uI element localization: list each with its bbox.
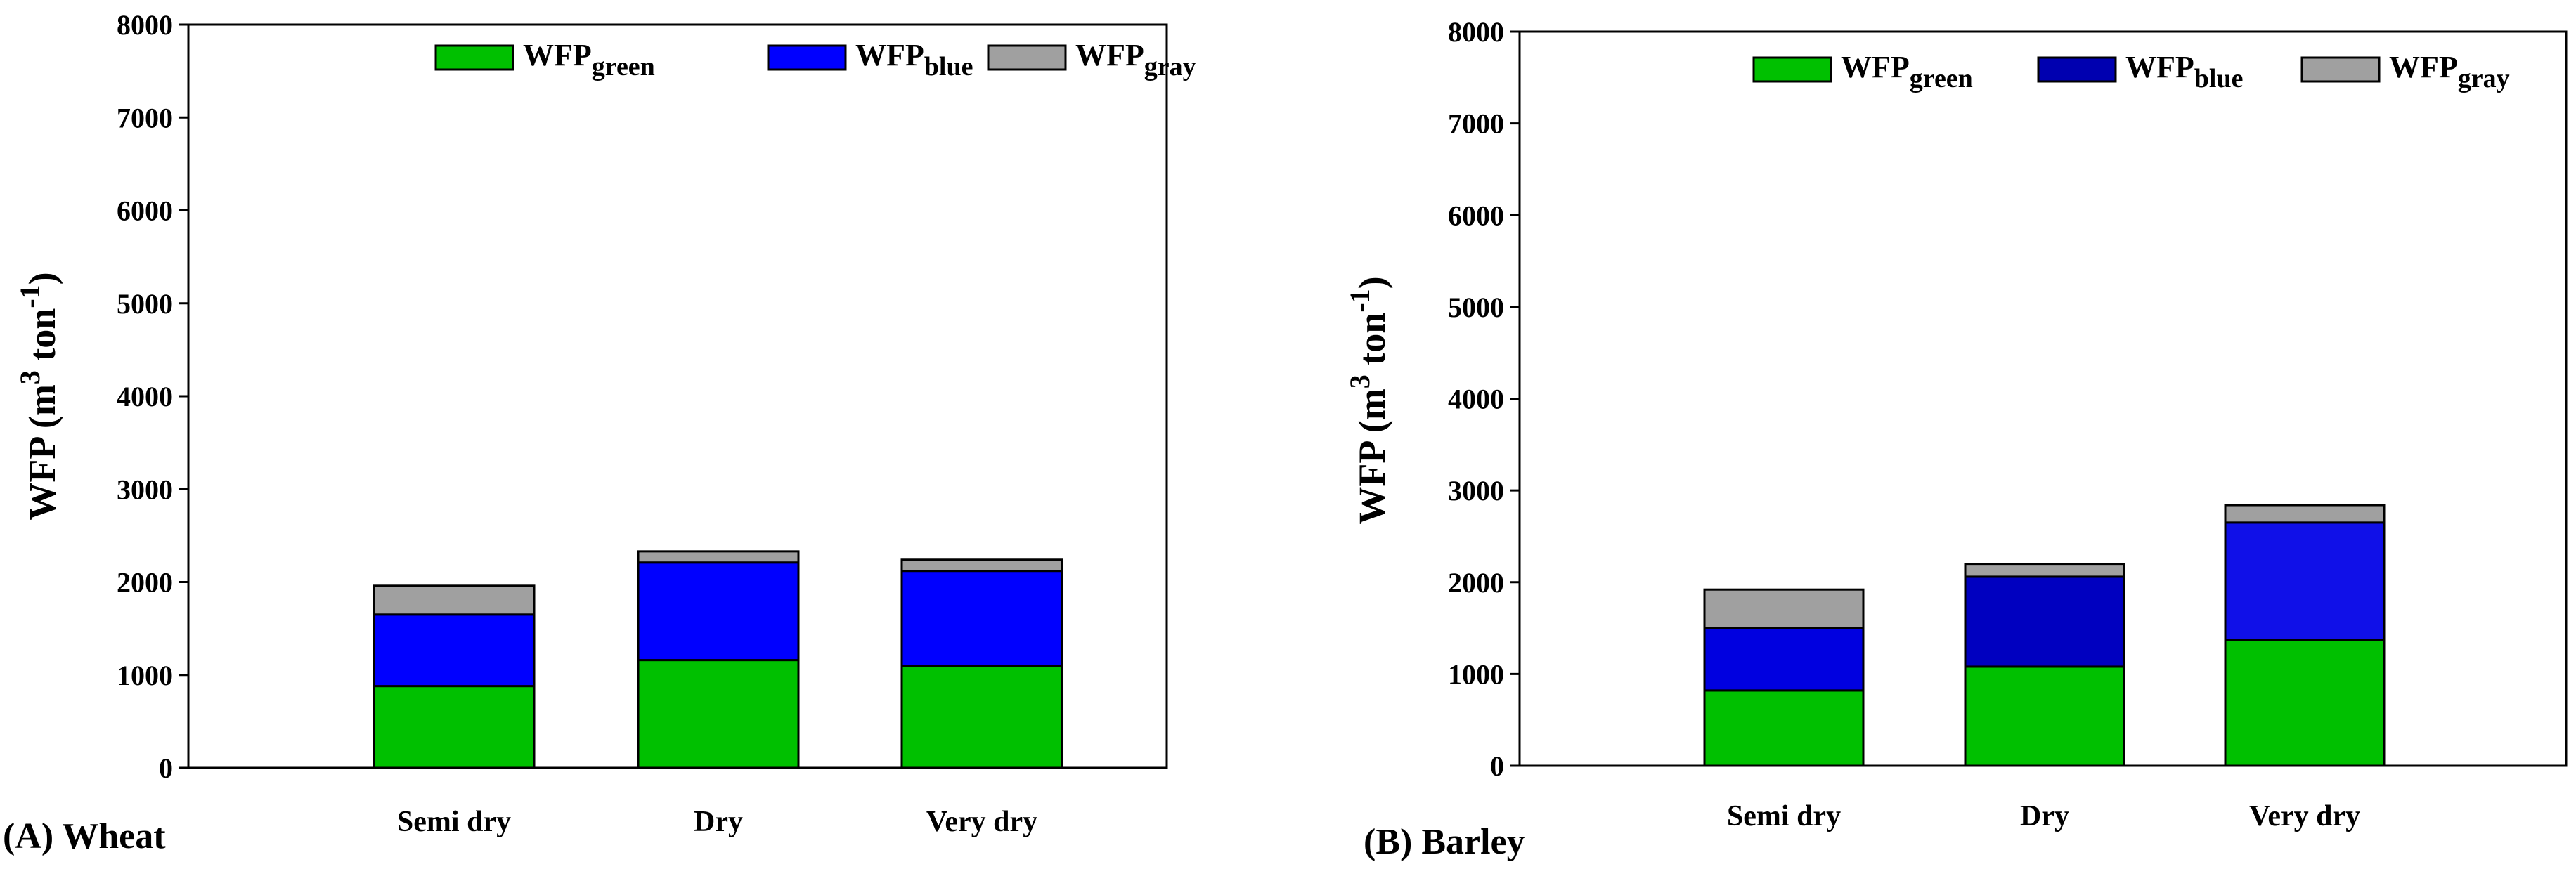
x-category-label: Semi dry bbox=[1727, 800, 1841, 832]
y-axis-label-end: ) bbox=[21, 272, 63, 285]
legend-swatch-green bbox=[434, 44, 514, 71]
chart-panel-barley: 0 1000 2000 3000 4000 5000 6000 7000 8000 Semi dr… bbox=[1344, 16, 2568, 862]
x-category-label: Very dry bbox=[2249, 800, 2360, 832]
legend-label-gray: WFPgray bbox=[2389, 50, 2510, 93]
y-axis-label-unit: ton bbox=[1351, 313, 1393, 375]
bar-gray-dry bbox=[637, 550, 800, 564]
legend-label-blue: WFPblue bbox=[855, 38, 973, 81]
x-category-label: Semi dry bbox=[397, 806, 511, 838]
y-tick-label: 4000 bbox=[1448, 384, 1504, 415]
y-axis-label-unit: ton bbox=[21, 308, 63, 371]
y-axis-label-superscript: -1 bbox=[14, 285, 46, 308]
legend-swatch-gray bbox=[2300, 56, 2381, 83]
y-tick-label: 4000 bbox=[117, 381, 173, 412]
y-tick-label: 7000 bbox=[117, 102, 173, 133]
legend-label-green: WFPgreen bbox=[523, 38, 655, 81]
legend-swatch-green bbox=[1752, 56, 1832, 83]
legend-label-gray: WFPgray bbox=[1075, 38, 1196, 81]
y-tick-label: 0 bbox=[159, 752, 173, 784]
legend-swatch-blue bbox=[2037, 56, 2117, 83]
bar-blue-dry bbox=[1964, 575, 2125, 668]
bar-gray-semi-dry bbox=[373, 584, 536, 616]
legend-label-main: WFP bbox=[855, 38, 924, 72]
y-tick-label: 2000 bbox=[1448, 567, 1504, 599]
y-tick-label: 1000 bbox=[1448, 658, 1504, 690]
y-tick-label: 2000 bbox=[117, 567, 173, 599]
bar-blue-semi-dry bbox=[373, 613, 536, 688]
y-axis-label: WFP (m3 ton-1) bbox=[1344, 276, 1393, 524]
bar-green-very-dry bbox=[2224, 639, 2386, 767]
bar-green-very-dry bbox=[900, 665, 1063, 769]
bar-blue-very-dry bbox=[2224, 521, 2386, 641]
y-tick-label: 1000 bbox=[117, 660, 173, 691]
y-axis-label-superscript: 3 bbox=[14, 370, 46, 384]
bar-blue-semi-dry bbox=[1703, 627, 1865, 692]
y-tick-label: 8000 bbox=[117, 9, 173, 41]
y-axis-label-main: WFP (m bbox=[1351, 388, 1393, 524]
panel-label: (B) Barley bbox=[1364, 822, 1525, 862]
y-axis-label: WFP (m3 ton-1) bbox=[14, 272, 63, 520]
legend-label-blue: WFPblue bbox=[2125, 50, 2243, 93]
y-tick-label: 7000 bbox=[1448, 108, 1504, 140]
y-tick-label: 8000 bbox=[1448, 16, 1504, 48]
y-tick-label: 3000 bbox=[1448, 475, 1504, 507]
y-axis-label-end: ) bbox=[1351, 276, 1393, 289]
y-tick-label: 3000 bbox=[117, 473, 173, 505]
bar-gray-very-dry bbox=[2224, 504, 2386, 524]
legend-label-main: WFP bbox=[2389, 50, 2458, 84]
x-category-label: Dry bbox=[2020, 800, 2069, 832]
legend-label-subscript: green bbox=[592, 52, 655, 81]
y-tick-label: 6000 bbox=[117, 195, 173, 227]
y-axis-label-superscript: 3 bbox=[1344, 374, 1376, 388]
bar-gray-semi-dry bbox=[1703, 588, 1865, 629]
bar-green-dry bbox=[637, 659, 800, 769]
bar-green-semi-dry bbox=[1703, 689, 1865, 767]
legend-label-main: WFP bbox=[1075, 38, 1144, 72]
legend-swatch-gray bbox=[987, 44, 1067, 71]
bar-green-semi-dry bbox=[373, 685, 536, 769]
y-tick-label: 0 bbox=[1490, 750, 1504, 782]
bar-blue-dry bbox=[637, 561, 800, 662]
legend-label-subscript: green bbox=[1910, 64, 1973, 93]
legend-label-main: WFP bbox=[2125, 50, 2194, 84]
x-category-label: Very dry bbox=[926, 806, 1037, 838]
y-axis-label-main: WFP (m bbox=[21, 384, 63, 520]
bar-gray-dry bbox=[1964, 563, 2125, 578]
legend-label-subscript: gray bbox=[1144, 52, 1196, 81]
y-tick-label: 5000 bbox=[1448, 292, 1504, 323]
legend-label-subscript: gray bbox=[2458, 64, 2510, 93]
bar-blue-very-dry bbox=[900, 570, 1063, 667]
legend-label-subscript: blue bbox=[2194, 64, 2244, 93]
bar-green-dry bbox=[1964, 665, 2125, 767]
legend-swatch-blue bbox=[767, 44, 847, 71]
legend-label-main: WFP bbox=[1841, 50, 1910, 84]
legend-label-main: WFP bbox=[523, 38, 592, 72]
legend-label-subscript: blue bbox=[924, 52, 973, 81]
y-tick-label: 5000 bbox=[117, 288, 173, 320]
legend-label-green: WFPgreen bbox=[1841, 50, 1973, 93]
y-axis-label-superscript: -1 bbox=[1344, 289, 1376, 312]
bar-gray-very-dry bbox=[900, 558, 1063, 573]
x-category-label: Dry bbox=[694, 806, 743, 838]
chart-panel-wheat: 0 1000 2000 3000 4000 5000 6000 7000 8000 Semi dr… bbox=[3, 9, 1196, 856]
y-tick-label: 6000 bbox=[1448, 200, 1504, 231]
panel-label: (A) Wheat bbox=[3, 816, 166, 856]
